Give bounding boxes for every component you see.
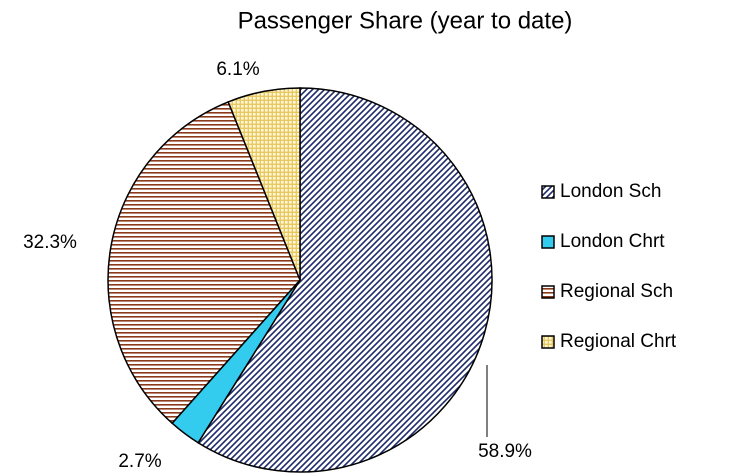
legend-swatch <box>541 185 555 199</box>
legend-swatch <box>541 235 555 249</box>
legend-swatch <box>541 285 555 299</box>
legend-label: London Sch <box>560 181 661 202</box>
legend-label: London Chrt <box>560 231 665 252</box>
data-label: 58.9% <box>478 441 532 462</box>
legend-label: Regional Chrt <box>560 331 677 352</box>
pie-slice <box>197 87 493 473</box>
data-label: 32.3% <box>23 232 77 253</box>
pie-slice <box>227 87 301 281</box>
chart-title: Passenger Share (year to date) <box>238 7 573 34</box>
data-label: 2.7% <box>118 451 161 472</box>
data-label: 6.1% <box>216 59 259 80</box>
pie-slice <box>107 100 301 425</box>
legend-label: Regional Sch <box>560 281 673 302</box>
legend-swatch <box>541 335 555 349</box>
